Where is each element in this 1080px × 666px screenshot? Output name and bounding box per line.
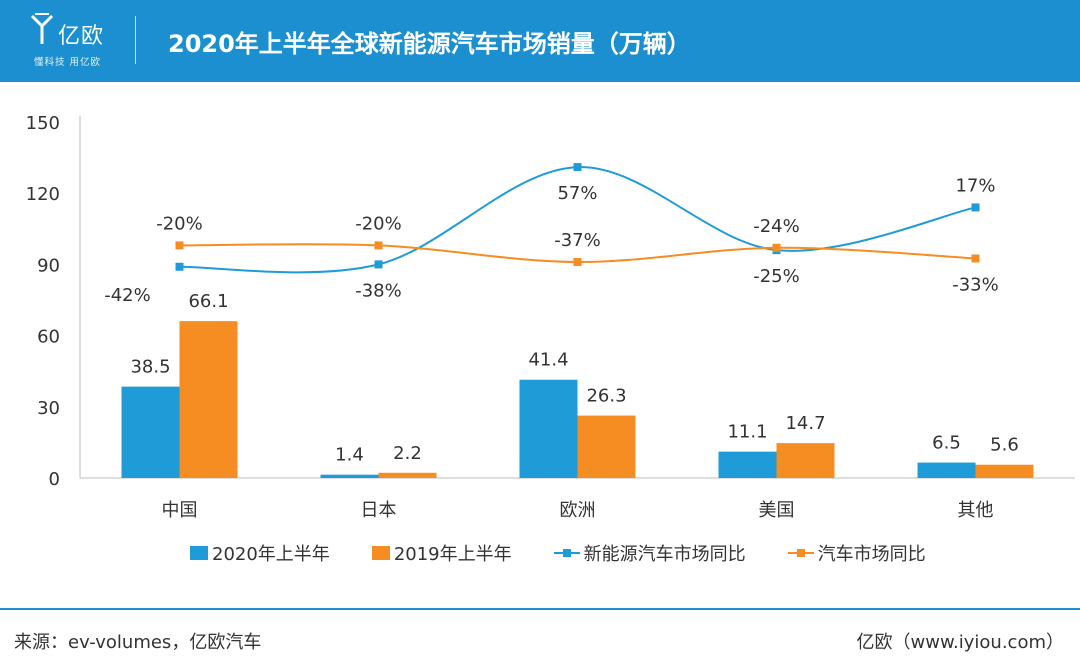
- bar-2020: [718, 451, 777, 478]
- x-tick-label: 日本: [361, 500, 397, 521]
- logo-tagline: 懂科技 用亿欧: [34, 57, 102, 68]
- yoy-label-nev-yoy: 17%: [955, 175, 995, 196]
- bar-2020: [320, 474, 379, 478]
- bar-value-label: 1.4: [335, 445, 364, 466]
- legend-swatch-2019: [371, 546, 390, 560]
- bar-2020: [121, 386, 180, 478]
- yoy-label-auto-yoy: -20%: [156, 213, 203, 234]
- y-tick-label: 0: [49, 469, 60, 490]
- x-tick-label: 其他: [958, 500, 994, 521]
- bar-value-label: 6.5: [932, 433, 961, 454]
- y-tick-label: 90: [37, 255, 60, 276]
- footer-source: 来源：ev-volumes，亿欧汽车: [14, 632, 262, 653]
- y-tick-label: 150: [26, 113, 60, 134]
- legend-item-2020: 2020年上半年: [190, 540, 330, 566]
- marker-auto-yoy: [772, 243, 781, 252]
- legend-item-2019: 2019年上半年: [371, 540, 512, 566]
- chart-legend: 2020年上半年 2019年上半年 新能源汽车市场同比 汽车市场同比: [190, 540, 968, 566]
- bar-value-label: 5.6: [990, 435, 1019, 456]
- marker-auto-yoy: [374, 241, 383, 250]
- bar-2019: [776, 443, 835, 478]
- yoy-label-nev-yoy: -42%: [104, 285, 151, 306]
- header-divider: [135, 16, 136, 64]
- bar-2020: [917, 462, 976, 478]
- yoy-label-auto-yoy: -20%: [355, 213, 402, 234]
- yoy-label-nev-yoy: -38%: [355, 280, 402, 301]
- legend-label-2020: 2020年上半年: [212, 544, 330, 565]
- bar-2019: [577, 415, 636, 478]
- bar-value-label: 11.1: [727, 422, 767, 443]
- marker-nev-yoy: [971, 203, 980, 212]
- bar-2019: [378, 472, 437, 478]
- legend-label-2019: 2019年上半年: [393, 544, 512, 565]
- logo-mark-icon: [30, 13, 54, 44]
- legend-line-auto-yoy-icon: [787, 546, 814, 560]
- y-tick-label: 120: [26, 184, 60, 205]
- bar-2020: [519, 379, 578, 478]
- marker-nev-yoy: [175, 262, 184, 271]
- yoy-label-auto-yoy: -33%: [952, 274, 999, 295]
- marker-auto-yoy: [175, 241, 184, 250]
- bar-value-label: 41.4: [528, 350, 568, 371]
- yoy-label-auto-yoy: -37%: [554, 230, 601, 251]
- y-tick-label: 60: [37, 327, 60, 348]
- brand-logo: 亿欧 懂科技 用亿欧: [30, 12, 120, 72]
- chart: 0 30 60 90 120 150 中国 日本 欧洲 美国 其他 38.5 1.4 41.4 11.1 6.…: [26, 113, 1075, 521]
- bar-value-label: 14.7: [785, 413, 825, 434]
- bar-value-label: 2.2: [393, 443, 422, 464]
- legend-item-nev-yoy: 新能源汽车市场同比: [553, 540, 746, 566]
- logo-name: 亿欧: [58, 24, 105, 49]
- yoy-label-auto-yoy: -24%: [753, 216, 800, 237]
- legend-label-auto-yoy: 汽车市场同比: [817, 544, 926, 565]
- header-bar: 亿欧 懂科技 用亿欧 2020年上半年全球新能源汽车市场销量（万辆）: [0, 0, 1080, 82]
- bar-2019: [975, 464, 1034, 478]
- legend-swatch-2020: [190, 546, 208, 560]
- marker-auto-yoy: [971, 254, 980, 263]
- marker-nev-yoy: [573, 163, 582, 172]
- x-tick-label: 欧洲: [560, 500, 596, 521]
- footer-brand: 亿欧（www.iyiou.com）: [856, 632, 1064, 653]
- bar-value-label: 38.5: [130, 357, 170, 378]
- bar-value-label: 26.3: [586, 386, 626, 407]
- footer-divider: [0, 608, 1080, 610]
- bar-2019: [179, 321, 238, 478]
- x-tick-label: 中国: [162, 500, 198, 521]
- x-tick-label: 美国: [759, 500, 795, 521]
- legend-item-auto-yoy: 汽车市场同比: [787, 540, 926, 566]
- page-title: 2020年上半年全球新能源汽车市场销量（万辆）: [168, 30, 691, 58]
- bar-value-label: 66.1: [188, 291, 228, 312]
- marker-nev-yoy: [374, 260, 383, 269]
- legend-label-nev-yoy: 新能源汽车市场同比: [583, 544, 746, 565]
- legend-line-nev-yoy-icon: [553, 546, 580, 560]
- y-tick-label: 30: [37, 398, 60, 419]
- marker-auto-yoy: [573, 258, 582, 267]
- yoy-label-nev-yoy: 57%: [557, 183, 597, 204]
- yoy-label-nev-yoy: -25%: [753, 266, 800, 287]
